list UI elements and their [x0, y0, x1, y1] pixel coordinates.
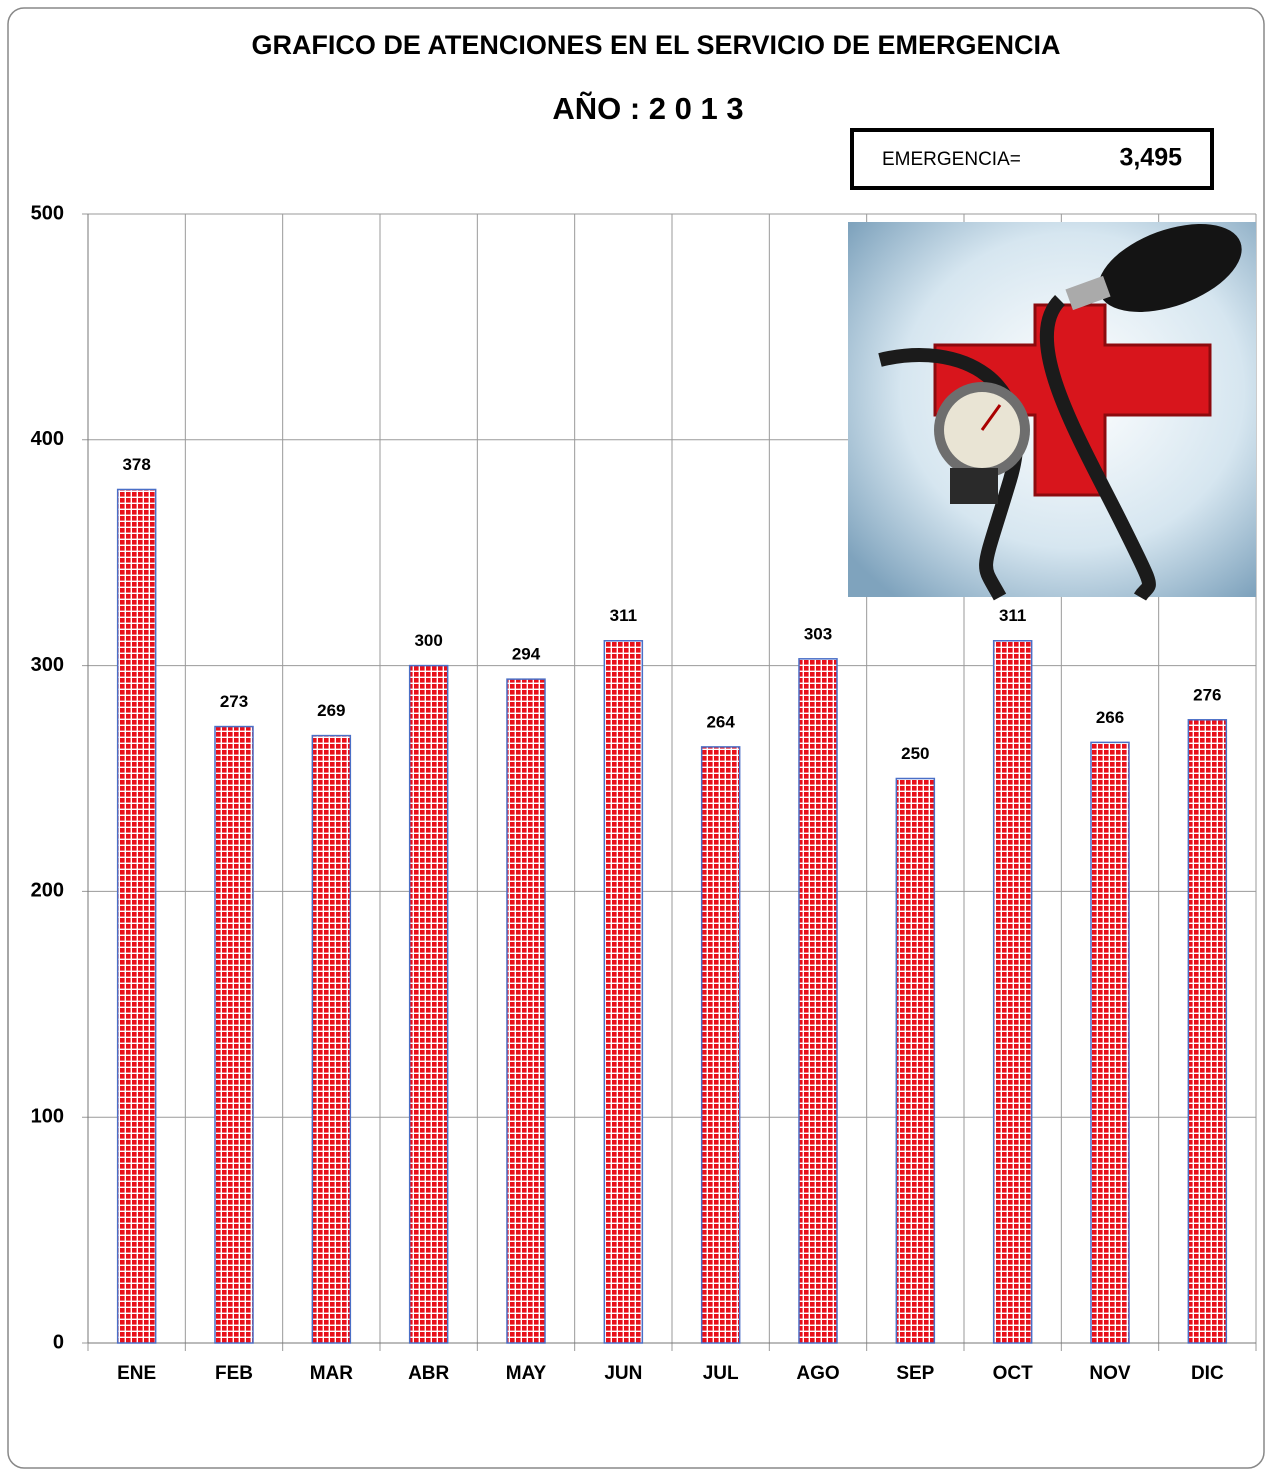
x-tick-label: ABR [408, 1363, 449, 1384]
y-tick-label: 400 [31, 428, 64, 450]
chart-subtitle: AÑO : 2 0 1 3 [552, 91, 743, 126]
x-tick-label: MAY [506, 1363, 547, 1384]
bar [896, 779, 934, 1344]
y-tick-label: 0 [53, 1331, 64, 1353]
x-tick-label: NOV [1089, 1363, 1131, 1384]
bar [1091, 742, 1129, 1343]
x-tick-label: FEB [215, 1363, 253, 1384]
value-label: 311 [610, 606, 637, 625]
x-tick-label: JUL [703, 1363, 739, 1384]
bar [312, 736, 350, 1343]
y-tick-label: 300 [31, 654, 64, 676]
value-label: 266 [1096, 708, 1124, 727]
value-label: 276 [1193, 685, 1221, 704]
bar [410, 666, 448, 1343]
x-tick-label: OCT [993, 1363, 1034, 1384]
bar [994, 641, 1032, 1343]
value-label: 294 [512, 645, 541, 664]
x-tick-label: JUN [604, 1363, 642, 1384]
x-tick-label: ENE [117, 1363, 156, 1384]
value-label: 311 [999, 606, 1026, 625]
bar [118, 489, 156, 1343]
x-tick-label: SEP [896, 1363, 934, 1384]
value-label: 378 [122, 455, 150, 474]
y-tick-label: 200 [31, 880, 64, 902]
value-label: 269 [317, 701, 345, 720]
x-tick-label: DIC [1191, 1363, 1224, 1384]
y-tick-label: 100 [31, 1105, 64, 1127]
bar [702, 747, 740, 1343]
bar [507, 679, 545, 1343]
illustration [848, 207, 1256, 597]
x-tick-label: MAR [310, 1363, 354, 1384]
value-label: 303 [804, 624, 832, 643]
chart-title: GRAFICO DE ATENCIONES EN EL SERVICIO DE … [251, 30, 1060, 60]
x-tick-label: AGO [796, 1363, 839, 1384]
chart: GRAFICO DE ATENCIONES EN EL SERVICIO DE … [0, 0, 1272, 1476]
bar [215, 727, 253, 1343]
y-tick-label: 500 [31, 202, 64, 224]
total-value: 3,495 [1119, 144, 1182, 172]
value-label: 273 [220, 692, 248, 711]
value-label: 300 [414, 631, 442, 650]
bar [604, 641, 642, 1343]
value-label: 250 [901, 744, 929, 763]
bar [1188, 720, 1226, 1343]
bar [799, 659, 837, 1343]
total-label: EMERGENCIA= [882, 149, 1021, 170]
value-label: 264 [706, 712, 735, 731]
page: GRAFICO DE ATENCIONES EN EL SERVICIO DE … [0, 0, 1272, 1476]
